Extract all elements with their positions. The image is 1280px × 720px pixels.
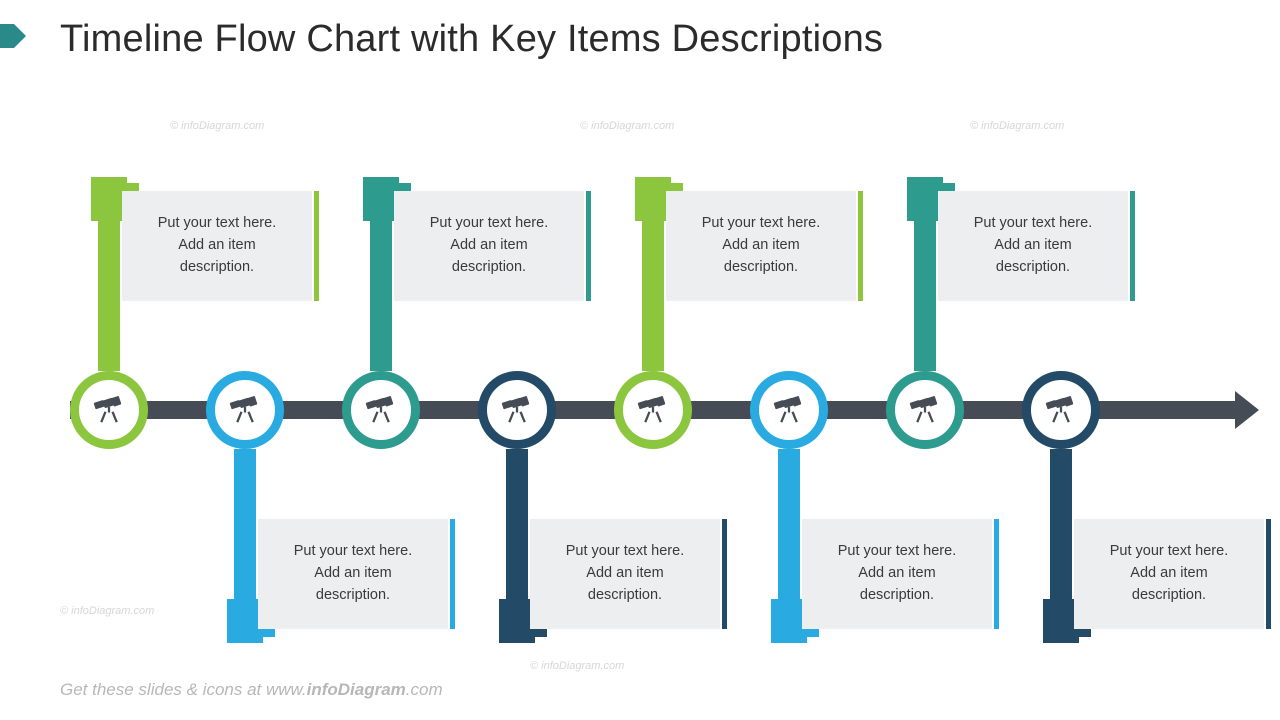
telescope-icon [91, 390, 127, 431]
description-accent [314, 191, 319, 301]
watermark: © infoDiagram.com [170, 120, 264, 132]
description-accent [858, 191, 863, 301]
footer-suffix: .com [406, 680, 443, 699]
slide-title: Timeline Flow Chart with Key Items Descr… [60, 18, 883, 61]
item-description-line: description. [408, 257, 570, 279]
item-description-line: Add an item [816, 563, 978, 585]
item-description-line: description. [680, 257, 842, 279]
key-ring [206, 371, 284, 449]
timeline-item: Put your text here.Add an itemdescriptio… [478, 371, 556, 449]
item-description-line: Add an item [272, 563, 434, 585]
footer-bold: infoDiagram [307, 680, 406, 699]
key-ring [342, 371, 420, 449]
item-description: Put your text here.Add an itemdescriptio… [802, 519, 992, 629]
item-description-line: Put your text here. [544, 541, 706, 563]
item-description-line: description. [1088, 585, 1250, 607]
item-description: Put your text here.Add an itemdescriptio… [122, 191, 312, 301]
title-accent [0, 24, 14, 48]
key-shaft [1050, 449, 1072, 614]
item-description-line: Put your text here. [952, 213, 1114, 235]
key-shaft [506, 449, 528, 614]
key-ring [70, 371, 148, 449]
timeline-item: Put your text here.Add an itemdescriptio… [1022, 371, 1100, 449]
description-accent [722, 519, 727, 629]
key-shaft [778, 449, 800, 614]
item-description-line: description. [816, 585, 978, 607]
telescope-icon [635, 390, 671, 431]
item-description-line: Put your text here. [136, 213, 298, 235]
telescope-icon [227, 390, 263, 431]
item-description: Put your text here.Add an itemdescriptio… [530, 519, 720, 629]
description-accent [1130, 191, 1135, 301]
item-description-line: description. [272, 585, 434, 607]
watermark: © infoDiagram.com [970, 120, 1064, 132]
description-accent [586, 191, 591, 301]
item-description: Put your text here.Add an itemdescriptio… [666, 191, 856, 301]
item-description-line: Add an item [544, 563, 706, 585]
description-accent [450, 519, 455, 629]
item-description-line: description. [544, 585, 706, 607]
item-description: Put your text here.Add an itemdescriptio… [1074, 519, 1264, 629]
footer-credit: Get these slides & icons at www.infoDiag… [60, 680, 443, 700]
timeline-item: Put your text here.Add an itemdescriptio… [342, 371, 420, 449]
item-description-line: Put your text here. [1088, 541, 1250, 563]
footer-prefix: Get these slides & icons at www. [60, 680, 307, 699]
key-shaft [234, 449, 256, 614]
item-description: Put your text here.Add an itemdescriptio… [258, 519, 448, 629]
key-shaft [914, 206, 936, 371]
watermark: © infoDiagram.com [530, 660, 624, 672]
telescope-icon [363, 390, 399, 431]
item-description-line: Put your text here. [408, 213, 570, 235]
key-ring [614, 371, 692, 449]
description-accent [1266, 519, 1271, 629]
item-description-line: Add an item [408, 235, 570, 257]
item-description-line: Add an item [1088, 563, 1250, 585]
item-description-line: Put your text here. [680, 213, 842, 235]
watermark: © infoDiagram.com [60, 605, 154, 617]
item-description-line: description. [952, 257, 1114, 279]
key-shaft [98, 206, 120, 371]
key-shaft [370, 206, 392, 371]
key-ring [750, 371, 828, 449]
item-description-line: description. [136, 257, 298, 279]
telescope-icon [1043, 390, 1079, 431]
item-description-line: Add an item [952, 235, 1114, 257]
item-description-line: Put your text here. [816, 541, 978, 563]
item-description-line: Add an item [136, 235, 298, 257]
key-ring [478, 371, 556, 449]
slide: { "title": "Timeline Flow Chart with Key… [0, 0, 1280, 720]
key-ring [886, 371, 964, 449]
timeline-item: Put your text here.Add an itemdescriptio… [614, 371, 692, 449]
key-ring [1022, 371, 1100, 449]
telescope-icon [907, 390, 943, 431]
watermark: © infoDiagram.com [580, 120, 674, 132]
item-description-line: Put your text here. [272, 541, 434, 563]
item-description: Put your text here.Add an itemdescriptio… [938, 191, 1128, 301]
item-description: Put your text here.Add an itemdescriptio… [394, 191, 584, 301]
key-shaft [642, 206, 664, 371]
timeline-item: Put your text here.Add an itemdescriptio… [750, 371, 828, 449]
description-accent [994, 519, 999, 629]
telescope-icon [499, 390, 535, 431]
timeline-item: Put your text here.Add an itemdescriptio… [206, 371, 284, 449]
telescope-icon [771, 390, 807, 431]
timeline-item: Put your text here.Add an itemdescriptio… [886, 371, 964, 449]
item-description-line: Add an item [680, 235, 842, 257]
timeline-item: Put your text here.Add an itemdescriptio… [70, 371, 148, 449]
